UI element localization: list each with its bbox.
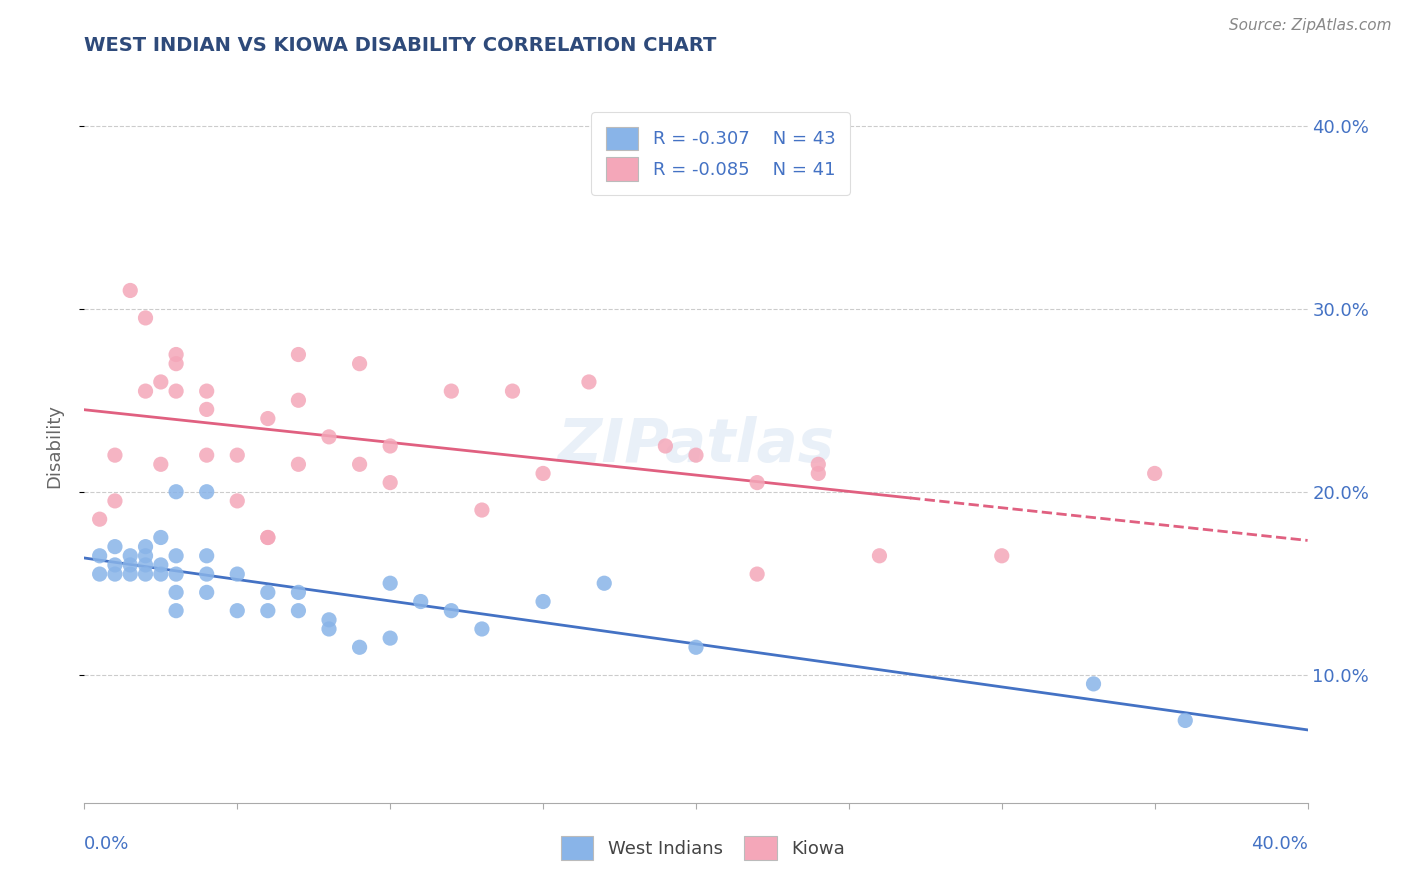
Point	[531, 467, 554, 481]
Point	[135, 558, 157, 572]
Point	[318, 622, 340, 636]
Point	[747, 567, 769, 582]
Point	[149, 567, 172, 582]
Point	[165, 357, 187, 371]
Point	[120, 549, 142, 563]
Point	[471, 622, 494, 636]
Point	[380, 475, 402, 490]
Point	[195, 384, 218, 398]
Point	[135, 567, 157, 582]
Point	[869, 549, 891, 563]
Point	[135, 540, 157, 554]
Point	[226, 448, 249, 462]
Point	[257, 585, 280, 599]
Point	[349, 357, 371, 371]
Point	[257, 604, 280, 618]
Point	[440, 604, 463, 618]
Point	[120, 558, 142, 572]
Point	[349, 640, 371, 655]
Point	[149, 375, 172, 389]
Point	[89, 549, 111, 563]
Point	[1083, 677, 1105, 691]
Point	[593, 576, 616, 591]
Point	[104, 494, 127, 508]
Point	[1174, 714, 1197, 728]
Point	[120, 567, 142, 582]
Point	[380, 631, 402, 645]
Point	[409, 594, 432, 608]
Point	[135, 310, 157, 325]
Point	[104, 540, 127, 554]
Point	[226, 567, 249, 582]
Point	[104, 448, 127, 462]
Point	[149, 558, 172, 572]
Point	[149, 531, 172, 545]
Point	[257, 531, 280, 545]
Point	[165, 567, 187, 582]
Text: WEST INDIAN VS KIOWA DISABILITY CORRELATION CHART: WEST INDIAN VS KIOWA DISABILITY CORRELAT…	[84, 36, 717, 54]
Point	[807, 467, 830, 481]
Text: ZIPatlas: ZIPatlas	[557, 417, 835, 475]
Point	[257, 531, 280, 545]
Point	[195, 585, 218, 599]
Point	[685, 448, 707, 462]
Legend: West Indians, Kiowa: West Indians, Kiowa	[547, 822, 859, 874]
Point	[807, 458, 830, 472]
Point	[165, 549, 187, 563]
Point	[165, 484, 187, 499]
Point	[471, 503, 494, 517]
Point	[165, 347, 187, 361]
Point	[165, 384, 187, 398]
Point	[991, 549, 1014, 563]
Point	[195, 549, 218, 563]
Text: 40.0%: 40.0%	[1251, 835, 1308, 853]
Point	[104, 558, 127, 572]
Point	[195, 402, 218, 417]
Point	[195, 567, 218, 582]
Point	[135, 549, 157, 563]
Point	[578, 375, 600, 389]
Point	[287, 604, 309, 618]
Point	[89, 512, 111, 526]
Point	[226, 604, 249, 618]
Point	[287, 458, 309, 472]
Point	[380, 439, 402, 453]
Point	[195, 484, 218, 499]
Point	[531, 594, 554, 608]
Point	[287, 347, 309, 361]
Point	[104, 567, 127, 582]
Point	[120, 284, 142, 298]
Text: 0.0%: 0.0%	[84, 835, 129, 853]
Point	[287, 585, 309, 599]
Point	[226, 494, 249, 508]
Point	[318, 430, 340, 444]
Point	[165, 604, 187, 618]
Point	[380, 576, 402, 591]
Point	[502, 384, 524, 398]
Point	[195, 448, 218, 462]
Point	[257, 411, 280, 425]
Text: Source: ZipAtlas.com: Source: ZipAtlas.com	[1229, 18, 1392, 33]
Point	[165, 585, 187, 599]
Point	[287, 393, 309, 408]
Point	[135, 384, 157, 398]
Y-axis label: Disability: Disability	[45, 404, 63, 488]
Point	[685, 640, 707, 655]
Point	[747, 475, 769, 490]
Point	[1143, 467, 1166, 481]
Point	[89, 567, 111, 582]
Point	[349, 458, 371, 472]
Point	[654, 439, 676, 453]
Point	[149, 458, 172, 472]
Point	[440, 384, 463, 398]
Point	[318, 613, 340, 627]
Legend: R = -0.307    N = 43, R = -0.085    N = 41: R = -0.307 N = 43, R = -0.085 N = 41	[591, 112, 849, 195]
